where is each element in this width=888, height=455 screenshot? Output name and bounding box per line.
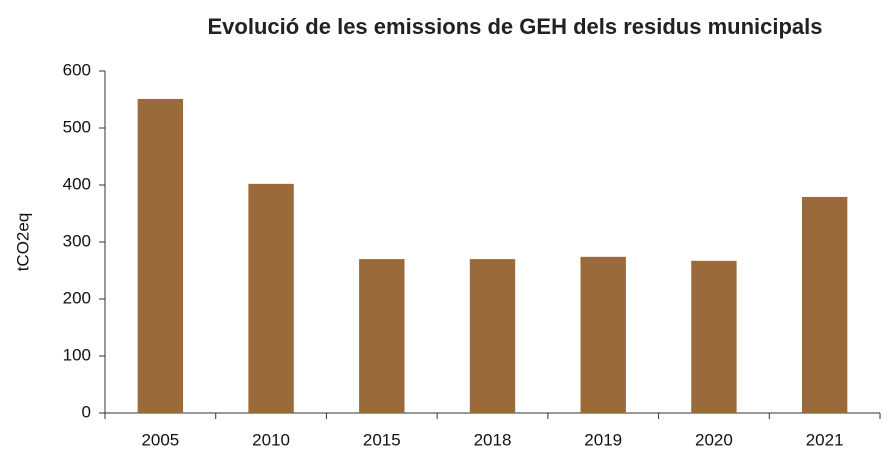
- bar: [691, 260, 737, 413]
- x-tick-label: 2005: [141, 430, 179, 449]
- x-tick-label: 2010: [252, 430, 290, 449]
- y-tick-label: 400: [63, 174, 91, 193]
- y-tick-label: 200: [63, 288, 91, 307]
- bar: [580, 256, 626, 413]
- x-tick-label: 2018: [474, 430, 512, 449]
- x-tick-label: 2019: [584, 430, 622, 449]
- y-tick-label: 300: [63, 231, 91, 250]
- x-tick-label: 2021: [806, 430, 844, 449]
- bar: [248, 183, 294, 413]
- bar: [137, 98, 184, 414]
- x-tick-label: 2020: [695, 430, 733, 449]
- bar: [801, 196, 848, 413]
- y-tick-label: 0: [82, 402, 91, 421]
- x-tick-label: 2015: [363, 430, 401, 449]
- bar: [359, 259, 405, 413]
- bar: [469, 259, 516, 413]
- chart-title: Evolució de les emissions de GEH dels re…: [207, 14, 823, 39]
- y-tick-label: 500: [63, 117, 91, 136]
- y-axis-label: tCO2eq: [13, 213, 32, 272]
- y-tick-label: 100: [63, 345, 91, 364]
- y-tick-label: 600: [63, 60, 91, 79]
